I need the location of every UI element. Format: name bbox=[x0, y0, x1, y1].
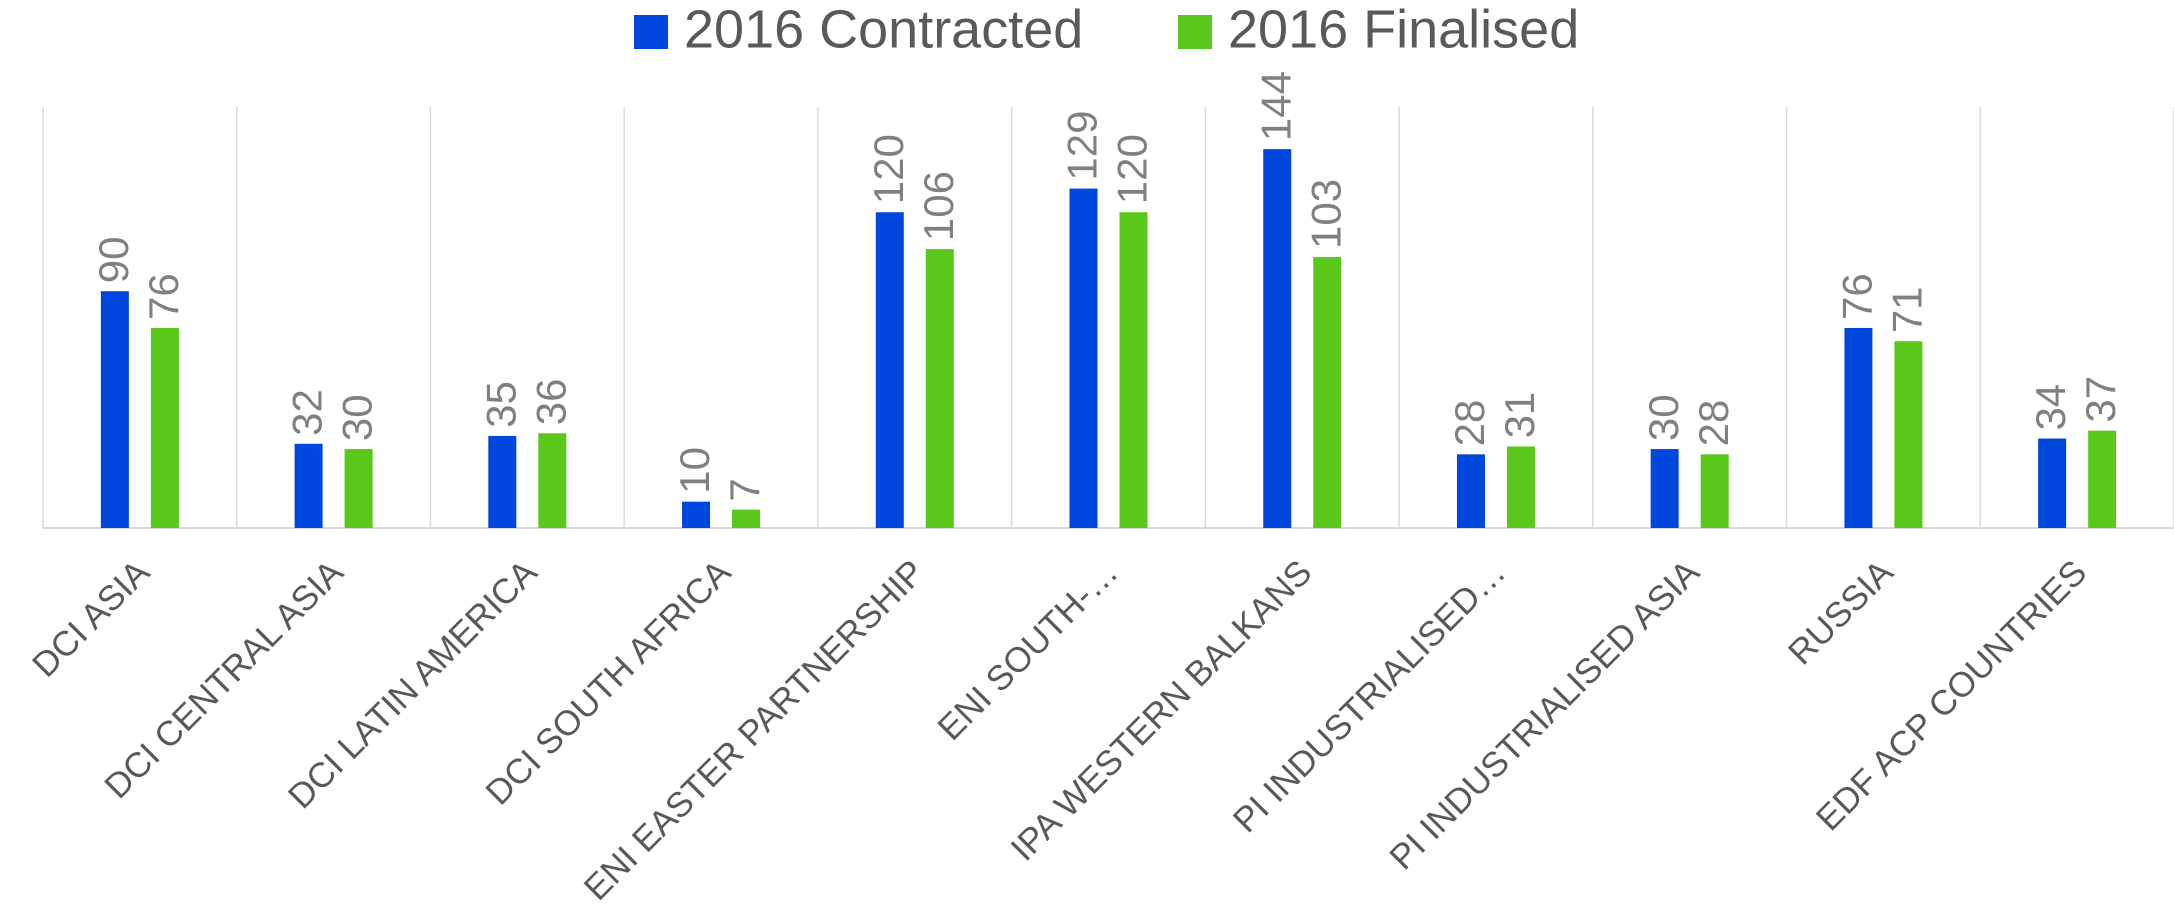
bar bbox=[2038, 438, 2067, 528]
bar bbox=[1506, 446, 1535, 528]
legend-text: 2016 Finalised bbox=[1228, 0, 1579, 59]
bar bbox=[732, 509, 761, 528]
value-label: 34 bbox=[2027, 384, 2074, 431]
value-label: 10 bbox=[671, 447, 718, 494]
bar bbox=[875, 212, 904, 528]
bar bbox=[538, 433, 567, 528]
value-label: 28 bbox=[1446, 400, 1493, 447]
bar bbox=[1894, 341, 1923, 528]
bar bbox=[1119, 212, 1148, 528]
value-label: 90 bbox=[90, 236, 137, 283]
bar bbox=[1263, 149, 1292, 528]
value-label: 106 bbox=[915, 171, 962, 241]
bar bbox=[2088, 430, 2117, 528]
legend-text: 2016 Contracted bbox=[684, 0, 1083, 59]
bar bbox=[1069, 188, 1098, 528]
bar bbox=[100, 291, 129, 528]
bar bbox=[1650, 449, 1679, 528]
bar bbox=[925, 249, 954, 528]
value-label: 120 bbox=[865, 134, 912, 204]
value-label: 103 bbox=[1302, 179, 1349, 249]
bar bbox=[344, 449, 373, 528]
legend-swatch bbox=[634, 15, 668, 49]
x-tick-label: ENI SOUTH-… bbox=[930, 553, 1125, 748]
value-label: 30 bbox=[334, 394, 381, 441]
value-label: 30 bbox=[1640, 394, 1687, 441]
value-label: 35 bbox=[477, 381, 524, 428]
value-label: 144 bbox=[1252, 71, 1299, 141]
value-label: 32 bbox=[284, 389, 331, 436]
x-tick-label: RUSSIA bbox=[1781, 552, 1901, 672]
value-label: 31 bbox=[1496, 392, 1543, 439]
value-label: 129 bbox=[1059, 110, 1106, 180]
value-label: 37 bbox=[2077, 376, 2124, 423]
bar bbox=[1313, 256, 1342, 528]
x-tick-label: ENI EASTER PARTNERSHIP bbox=[577, 553, 932, 907]
bar bbox=[1700, 454, 1729, 528]
legend-swatch bbox=[1178, 15, 1212, 49]
x-tick-label: PI INDUSTRIALISED ASIA bbox=[1382, 552, 1707, 877]
value-label: 7 bbox=[721, 478, 768, 501]
bar bbox=[682, 501, 711, 528]
value-label: 120 bbox=[1109, 134, 1156, 204]
value-label: 76 bbox=[1834, 273, 1881, 320]
bar bbox=[1456, 454, 1485, 528]
value-label: 36 bbox=[527, 379, 574, 426]
bar bbox=[488, 435, 517, 528]
bar bbox=[1844, 328, 1873, 528]
value-label: 76 bbox=[140, 273, 187, 320]
bar bbox=[150, 328, 179, 528]
value-label: 28 bbox=[1690, 400, 1737, 447]
value-label: 71 bbox=[1884, 286, 1931, 333]
bar bbox=[294, 443, 323, 528]
x-tick-label: DCI ASIA bbox=[25, 552, 158, 685]
